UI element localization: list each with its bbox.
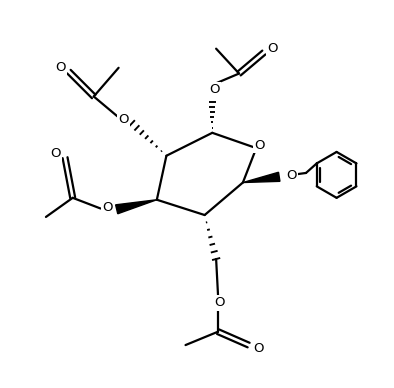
Text: O: O [286,169,297,182]
Text: O: O [102,201,113,214]
Polygon shape [243,172,280,182]
Text: O: O [50,147,61,159]
Text: O: O [209,83,219,96]
Polygon shape [115,200,157,214]
Text: O: O [254,139,265,152]
Text: O: O [55,61,66,74]
Text: O: O [253,341,264,355]
Text: O: O [118,113,129,126]
Text: O: O [215,296,225,310]
Text: O: O [267,42,278,55]
